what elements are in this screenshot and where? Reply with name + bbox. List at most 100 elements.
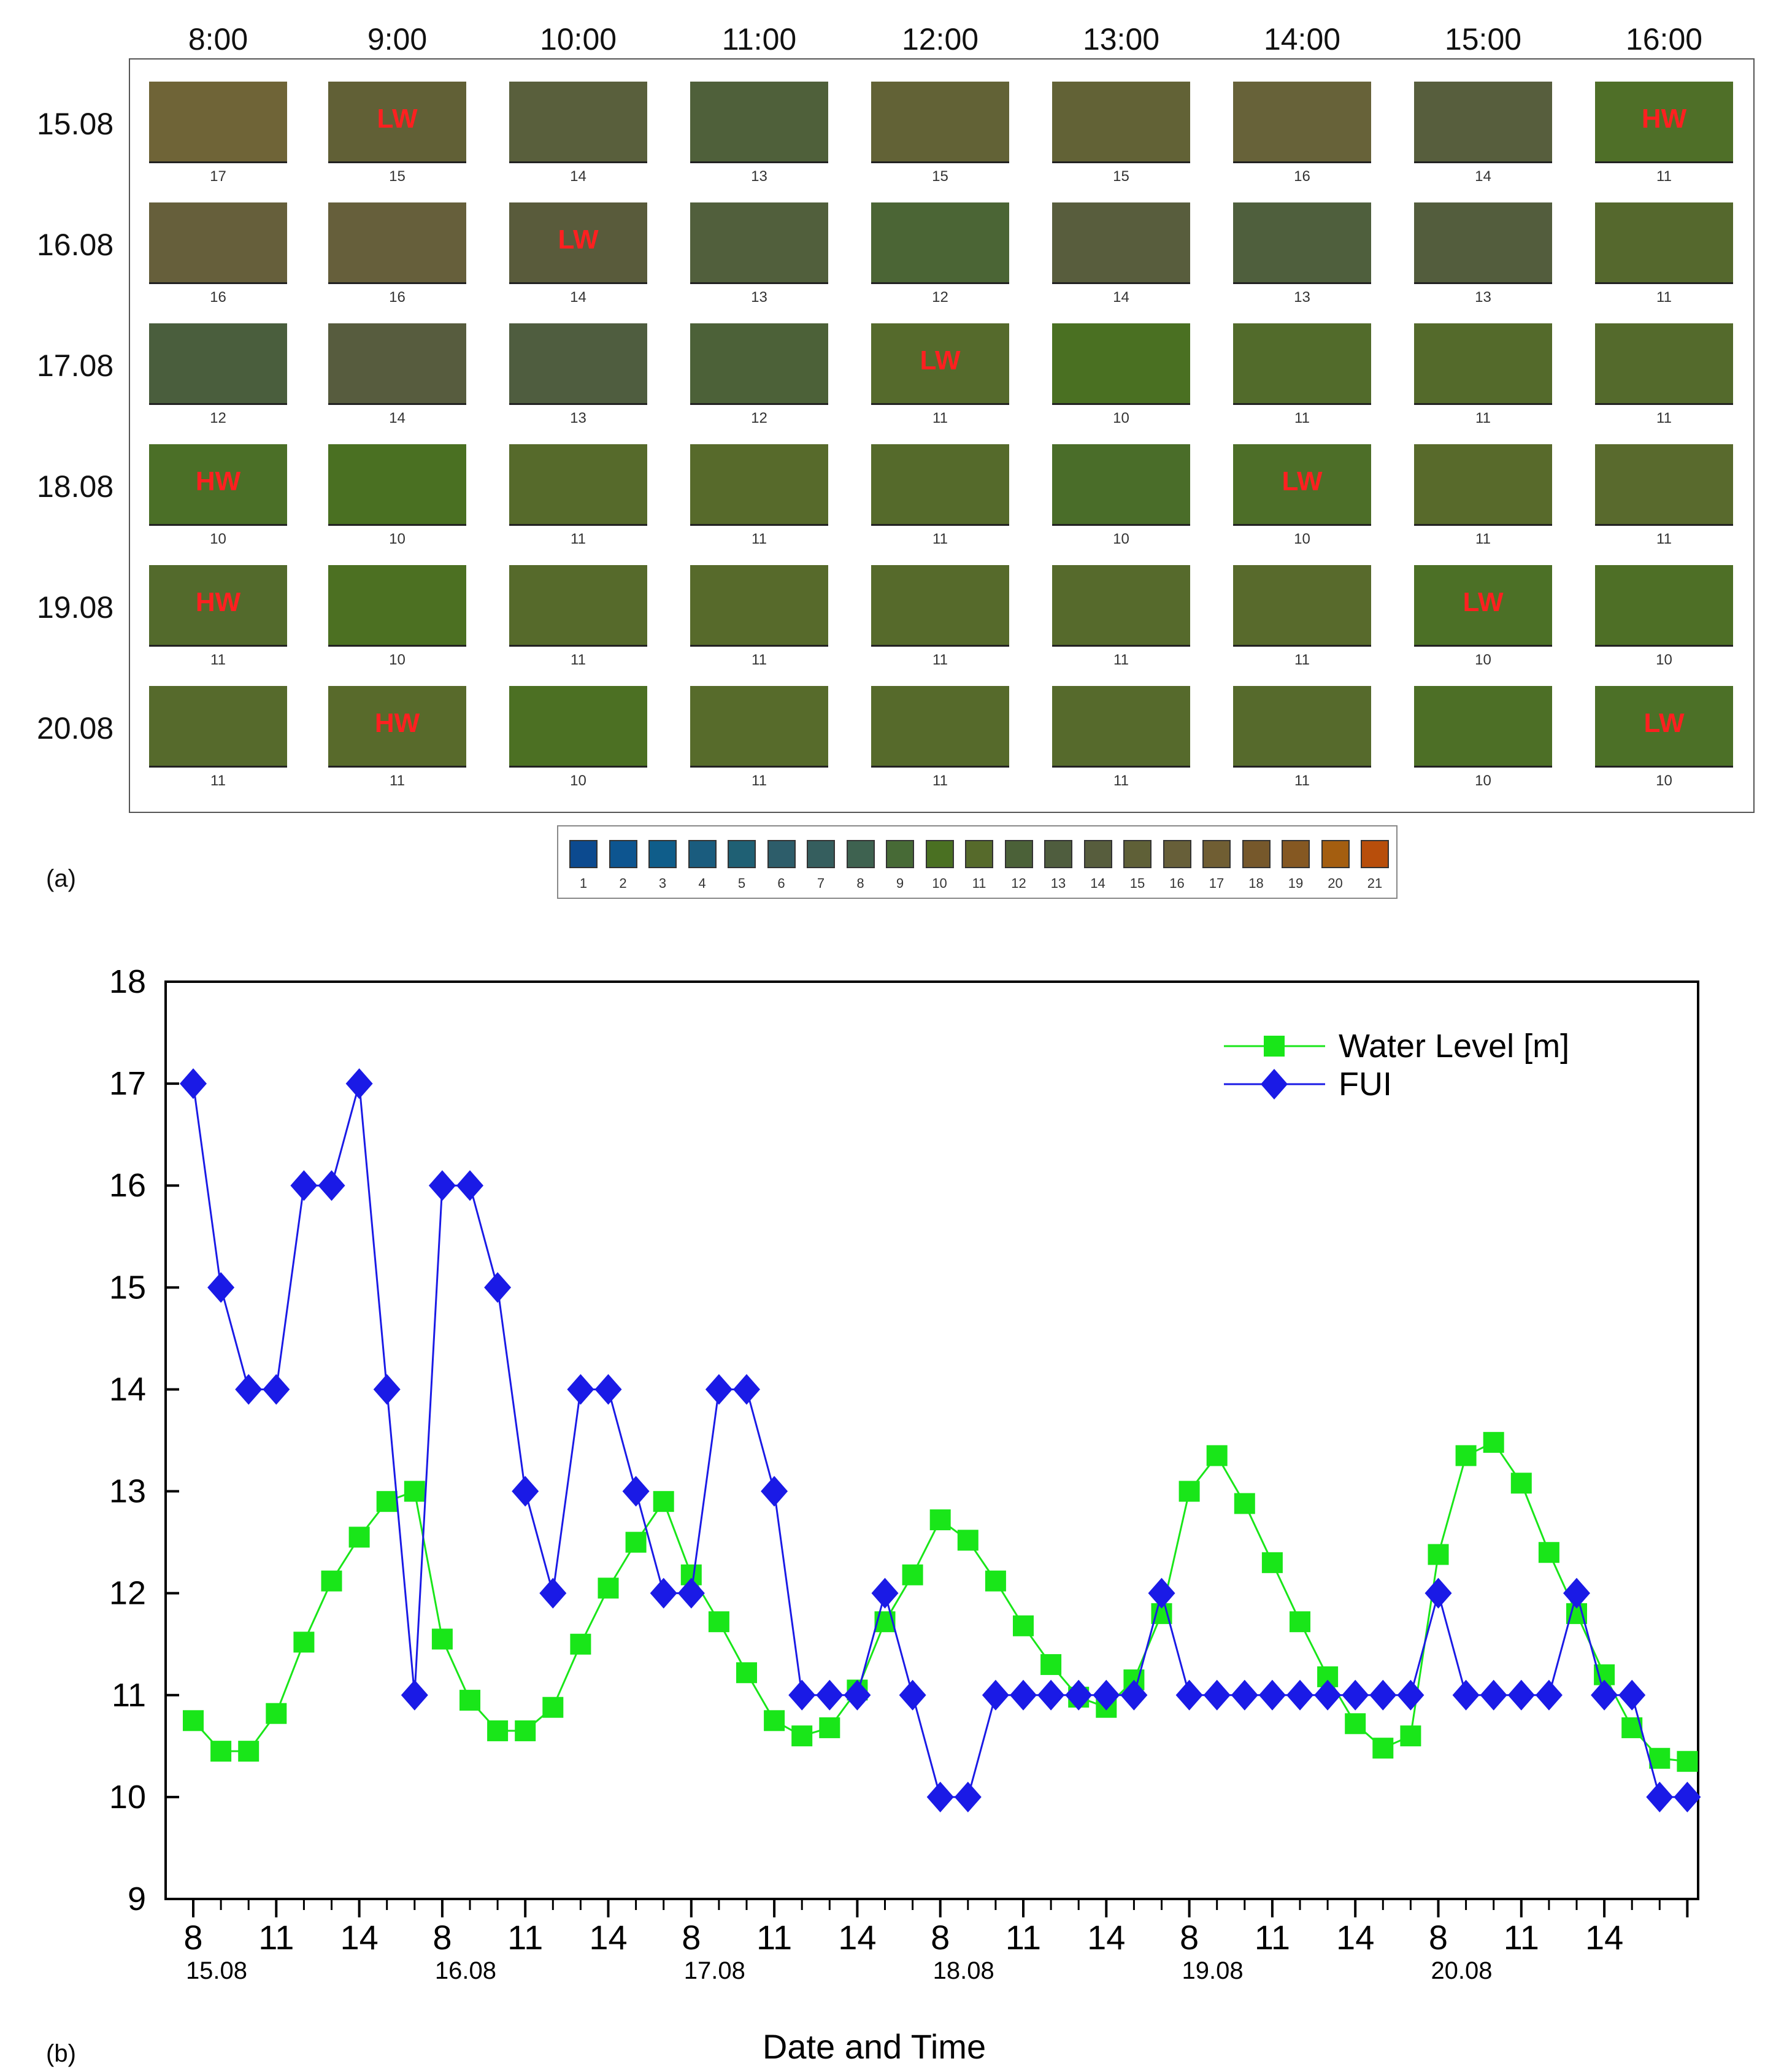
scale-number: 9: [896, 876, 904, 891]
fui-point: [1480, 1679, 1507, 1711]
fui-value-label: 11: [1656, 531, 1672, 547]
color-swatch: [690, 686, 828, 768]
fui-value-label: 14: [1113, 289, 1129, 306]
fui-point: [1120, 1679, 1148, 1711]
grid-frame: [129, 58, 1755, 813]
color-swatch: LW: [1595, 686, 1733, 768]
x-tick-label: 8: [682, 1918, 701, 1957]
fui-value-label: 11: [932, 410, 948, 426]
fui-point: [1591, 1679, 1618, 1711]
x-date-label: 19.08: [1182, 1957, 1244, 1984]
fui-point: [1646, 1781, 1674, 1812]
water-level-point: [487, 1720, 509, 1741]
x-date-label: 18.08: [933, 1957, 994, 1984]
color-swatch: [509, 444, 647, 526]
water-level-point: [1538, 1542, 1559, 1563]
water-level-point: [1483, 1431, 1504, 1453]
time-label: 8:00: [188, 22, 248, 56]
color-swatch: [1595, 565, 1733, 647]
fui-point: [180, 1068, 207, 1100]
fui-value-label: 16: [210, 289, 226, 306]
color-swatch: [149, 323, 287, 405]
fui-value-label: 11: [1656, 410, 1672, 426]
y-tick-label: 11: [112, 1677, 146, 1714]
y-tick-label: 10: [109, 1779, 146, 1816]
x-tick-label: 8: [1180, 1918, 1199, 1957]
water-level-point: [1345, 1713, 1366, 1735]
fui-point: [954, 1781, 982, 1812]
fui-value-label: 10: [389, 531, 406, 547]
fui-value-label: 11: [1113, 652, 1129, 668]
panel-b-label: (b): [46, 2040, 76, 2067]
color-swatch: [328, 323, 466, 405]
fui-value-label: 11: [210, 652, 226, 668]
color-swatch: [1233, 686, 1371, 768]
water-level-point: [1290, 1611, 1310, 1633]
y-tick-label: 9: [128, 1881, 146, 1917]
tide-marker: LW: [1282, 466, 1323, 497]
time-label: 12:00: [901, 22, 979, 56]
time-label: 16:00: [1625, 22, 1703, 56]
fui-point: [899, 1679, 926, 1711]
scale-number: 7: [817, 876, 825, 891]
water-level-point: [210, 1741, 232, 1762]
y-tick-label: 18: [109, 963, 146, 1000]
fui-point: [401, 1679, 428, 1711]
water-level-point: [1206, 1445, 1228, 1466]
time-label: 11:00: [721, 22, 797, 56]
plot-frame: [164, 980, 1699, 1900]
scale-swatch: [688, 840, 717, 868]
water-level-point: [542, 1696, 564, 1718]
scale-swatch: [807, 840, 835, 868]
scale-number: 15: [1129, 876, 1145, 891]
water-level-point: [1013, 1615, 1034, 1636]
x-tick-label: 11: [1255, 1918, 1290, 1957]
scale-number: 1: [579, 876, 588, 891]
water-level-point: [708, 1611, 729, 1633]
scale-swatch: [1044, 840, 1072, 868]
fui-value-label: 13: [751, 289, 767, 306]
fui-point: [263, 1374, 290, 1405]
x-tick-label: 11: [1504, 1918, 1539, 1957]
tide-marker: LW: [1463, 587, 1504, 618]
fui-value-label: 11: [932, 531, 948, 547]
color-swatch: [690, 444, 828, 526]
fui-point: [844, 1679, 871, 1711]
fui-value-label: 13: [751, 168, 767, 185]
scale-swatch: [1083, 840, 1112, 868]
fui-value-label: 11: [1294, 652, 1310, 668]
scale-swatch: [1361, 840, 1389, 868]
x-tick-label: 14: [838, 1918, 876, 1957]
water-level-point: [736, 1662, 757, 1684]
x-date-label: 16.08: [435, 1957, 496, 1984]
tide-marker: LW: [920, 345, 961, 376]
scale-number: 20: [1328, 876, 1343, 891]
water-level-point: [1178, 1481, 1200, 1502]
fui-point: [1148, 1577, 1175, 1609]
tide-marker: LW: [1644, 708, 1685, 739]
water-level-point: [1510, 1473, 1532, 1494]
y-tick-label: 12: [109, 1575, 146, 1612]
fui-value-label: 13: [1475, 289, 1491, 306]
fui-point: [733, 1374, 760, 1405]
color-swatch: [1595, 202, 1733, 284]
water-level-point: [1677, 1750, 1698, 1772]
fui-value-label: 17: [210, 168, 226, 185]
fui-value-label: 10: [1294, 531, 1310, 547]
tide-marker: LW: [377, 104, 418, 134]
water-level-point: [957, 1530, 979, 1551]
fui-value-label: 10: [1113, 531, 1129, 547]
color-swatch: [1233, 202, 1371, 284]
x-tick-label: 8: [433, 1918, 452, 1957]
water-level-point: [1234, 1493, 1255, 1514]
water-level-point: [238, 1741, 260, 1762]
water-level-point: [902, 1564, 923, 1585]
color-swatch: [1414, 202, 1552, 284]
color-swatch: HW: [328, 686, 466, 768]
legend-diamond-marker: [1261, 1069, 1288, 1100]
fui-value-label: 11: [1656, 289, 1672, 306]
fui-point: [1093, 1679, 1120, 1711]
water-level-fui-chart: 9 10 11 12 13 14 15 16 17 18 8 11 14 8 11 14 8 11 14 8 11 14 8…: [46, 963, 1701, 2067]
fui-value-label: 15: [932, 168, 948, 185]
scale-swatch: [609, 840, 637, 868]
